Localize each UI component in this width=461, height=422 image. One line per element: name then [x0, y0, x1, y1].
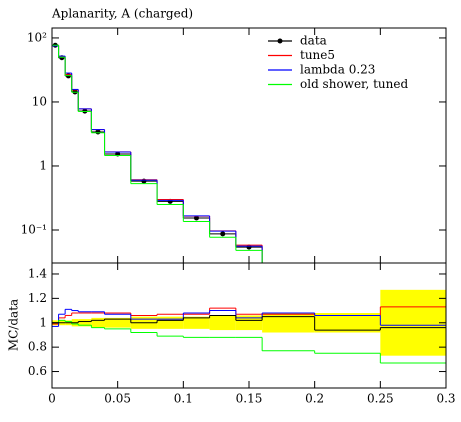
y-tick-label: 10² — [27, 30, 47, 44]
main-frame — [51, 27, 447, 264]
y-tick-label: 1 — [39, 315, 47, 329]
data-point — [193, 215, 199, 221]
uncertainty-band — [157, 316, 184, 329]
y-tick-label: 0.6 — [28, 364, 47, 378]
y-tick-label: 1 — [39, 158, 47, 172]
legend-label: data — [300, 34, 327, 48]
x-tick-label: 0.3 — [436, 392, 455, 406]
main-plot — [52, 42, 350, 311]
data-point — [286, 272, 291, 277]
chart-title: Aplanarity, A (charged) — [51, 7, 193, 21]
legend-label: lambda 0.23 — [300, 63, 375, 77]
ratio-plot — [52, 289, 446, 364]
x-tick-label: 0.05 — [104, 392, 131, 406]
y-tick-label: 10 — [32, 94, 47, 108]
legend-label: old shower, tuned — [300, 77, 408, 91]
y-tick-label: 1.4 — [28, 266, 47, 280]
uncertainty-band — [104, 317, 131, 328]
y-tick-label: 1.2 — [28, 291, 47, 305]
uncertainty-band — [183, 316, 210, 329]
ratio-frame — [51, 262, 447, 389]
x-tick-label: 0 — [48, 392, 56, 406]
uncertainty-band — [78, 319, 92, 327]
x-tick-label: 0.25 — [367, 392, 394, 406]
uncertainty-band — [209, 315, 236, 331]
legend-marker — [277, 38, 283, 44]
legend-label: tune5 — [300, 48, 335, 62]
uncertainty-band — [314, 313, 381, 333]
data-point — [345, 306, 350, 311]
x-tick-label: 0.1 — [174, 392, 193, 406]
y-tick-label: 10⁻¹ — [21, 222, 47, 236]
x-tick-label: 0.15 — [236, 392, 263, 406]
y-tick-label: 0.8 — [28, 340, 47, 354]
data-point — [220, 231, 226, 237]
y-axis-label: MC/data — [7, 299, 21, 351]
data-point — [95, 129, 101, 135]
uncertainty-band — [235, 315, 263, 331]
uncertainty-band — [262, 313, 315, 333]
x-tick-label: 0.2 — [305, 392, 324, 406]
uncertainty-band — [91, 317, 105, 328]
uncertainty-band — [380, 289, 446, 356]
